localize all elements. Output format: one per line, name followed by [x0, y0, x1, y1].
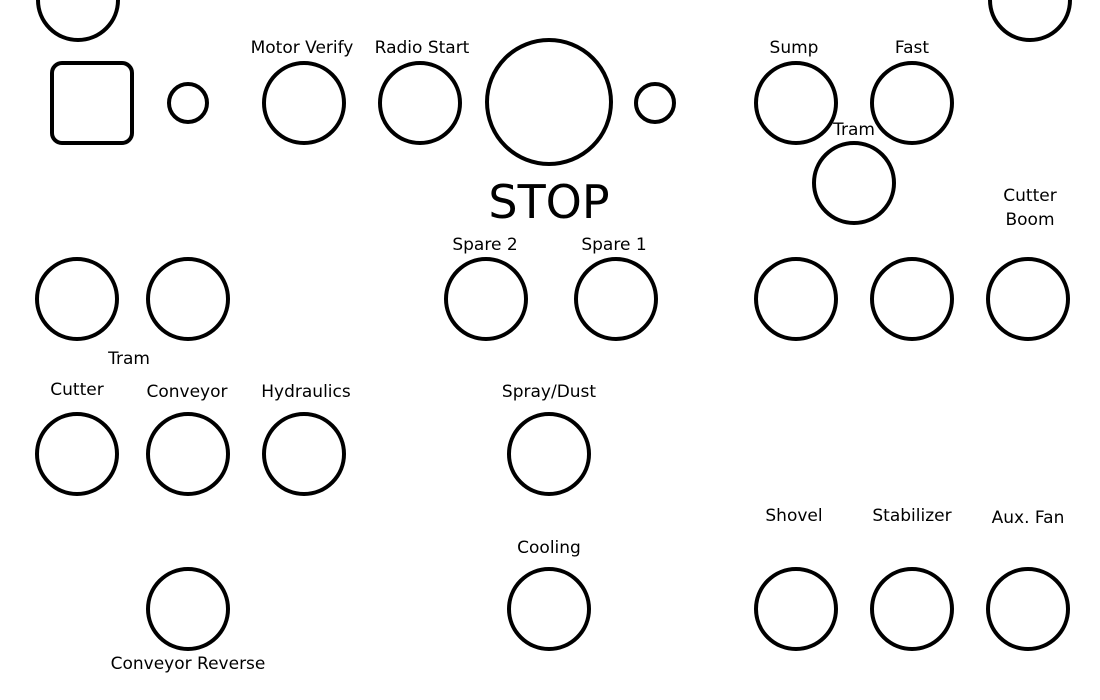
sump-label: Sump: [769, 38, 819, 58]
radio-start-label: Radio Start: [374, 38, 470, 58]
top-left-partial-button[interactable]: [36, 0, 120, 42]
spray-dust-label: Spray/Dust: [501, 382, 597, 402]
stabilizer-button[interactable]: [870, 567, 954, 651]
aux-fan-label: Aux. Fan: [991, 508, 1065, 528]
stabilizer-label: Stabilizer: [872, 506, 952, 526]
stop-label: STOP: [488, 175, 610, 229]
indicator-light-right: [634, 82, 676, 124]
cooling-button[interactable]: [507, 567, 591, 651]
indicator-light-left: [167, 82, 209, 124]
shovel-button[interactable]: [754, 567, 838, 651]
spare-2-label: Spare 2: [452, 235, 518, 255]
tram-left-label: Tram: [108, 349, 150, 369]
shovel-label: Shovel: [765, 506, 823, 526]
cutter-label: Cutter: [50, 380, 104, 400]
cutter-boom-button-3[interactable]: [986, 257, 1070, 341]
square-button[interactable]: [50, 61, 134, 145]
stop-button[interactable]: [485, 38, 613, 166]
tram-left-button-1[interactable]: [35, 257, 119, 341]
motor-verify-button[interactable]: [262, 61, 346, 145]
conveyor-reverse-label: Conveyor Reverse: [110, 654, 266, 674]
tram-right-button[interactable]: [812, 141, 896, 225]
cutter-boom-button-1[interactable]: [754, 257, 838, 341]
top-right-partial-button[interactable]: [988, 0, 1072, 42]
fast-label: Fast: [894, 38, 930, 58]
spray-dust-button[interactable]: [507, 412, 591, 496]
radio-start-button[interactable]: [378, 61, 462, 145]
spare-1-label: Spare 1: [581, 235, 647, 255]
cutter-button[interactable]: [35, 412, 119, 496]
hydraulics-button[interactable]: [262, 412, 346, 496]
conveyor-button[interactable]: [146, 412, 230, 496]
cutter-boom-button-2[interactable]: [870, 257, 954, 341]
aux-fan-button[interactable]: [986, 567, 1070, 651]
tram-left-button-2[interactable]: [146, 257, 230, 341]
motor-verify-label: Motor Verify: [250, 38, 354, 58]
conveyor-reverse-button[interactable]: [146, 567, 230, 651]
cooling-label: Cooling: [517, 538, 581, 558]
cutter-boom-label: Cutter Boom: [1003, 186, 1057, 230]
sump-button[interactable]: [754, 61, 838, 145]
spare-2-button[interactable]: [444, 257, 528, 341]
hydraulics-label: Hydraulics: [261, 382, 351, 402]
fast-button[interactable]: [870, 61, 954, 145]
conveyor-label: Conveyor: [146, 382, 228, 402]
tram-right-label: Tram: [833, 120, 875, 140]
spare-1-button[interactable]: [574, 257, 658, 341]
